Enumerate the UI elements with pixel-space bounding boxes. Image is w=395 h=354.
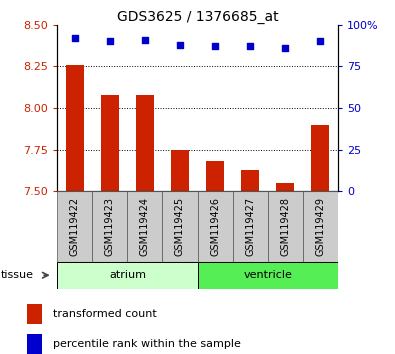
Text: tissue: tissue bbox=[1, 270, 34, 280]
Bar bbox=[27, 334, 42, 354]
Text: GSM119423: GSM119423 bbox=[105, 197, 115, 256]
Bar bbox=[127, 191, 162, 262]
Bar bbox=[171, 150, 189, 191]
Bar bbox=[198, 262, 338, 289]
Bar bbox=[136, 95, 154, 191]
Bar bbox=[233, 191, 267, 262]
Text: GSM119424: GSM119424 bbox=[140, 197, 150, 256]
Text: GSM119427: GSM119427 bbox=[245, 197, 255, 256]
Text: percentile rank within the sample: percentile rank within the sample bbox=[53, 339, 241, 349]
Bar bbox=[303, 191, 338, 262]
Text: GSM119422: GSM119422 bbox=[70, 197, 80, 256]
Bar bbox=[92, 191, 127, 262]
Point bbox=[142, 37, 148, 42]
Point bbox=[247, 44, 253, 49]
Bar bbox=[57, 262, 198, 289]
Bar bbox=[276, 183, 294, 191]
Bar bbox=[206, 161, 224, 191]
Bar bbox=[267, 191, 303, 262]
Text: GSM119425: GSM119425 bbox=[175, 197, 185, 256]
Point bbox=[177, 42, 183, 47]
Title: GDS3625 / 1376685_at: GDS3625 / 1376685_at bbox=[117, 10, 278, 24]
Point bbox=[317, 39, 324, 44]
Text: transformed count: transformed count bbox=[53, 309, 157, 319]
Bar bbox=[27, 304, 42, 324]
Point bbox=[107, 39, 113, 44]
Bar bbox=[241, 170, 259, 191]
Text: GSM119426: GSM119426 bbox=[210, 197, 220, 256]
Text: ventricle: ventricle bbox=[243, 270, 292, 280]
Bar bbox=[198, 191, 233, 262]
Bar bbox=[57, 191, 92, 262]
Bar bbox=[311, 125, 329, 191]
Point bbox=[212, 44, 218, 49]
Text: GSM119429: GSM119429 bbox=[315, 197, 325, 256]
Bar bbox=[162, 191, 198, 262]
Bar bbox=[101, 95, 118, 191]
Bar bbox=[66, 65, 84, 191]
Point bbox=[71, 35, 78, 41]
Point bbox=[282, 45, 288, 51]
Text: atrium: atrium bbox=[109, 270, 146, 280]
Text: GSM119428: GSM119428 bbox=[280, 197, 290, 256]
